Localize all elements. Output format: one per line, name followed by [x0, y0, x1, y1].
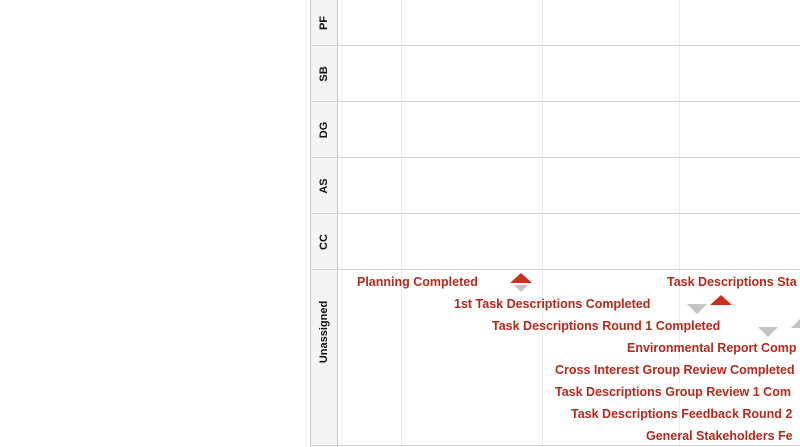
row-divider: [310, 213, 800, 214]
milestone-up-triangle-icon[interactable]: [709, 294, 733, 306]
milestone-label[interactable]: Task Descriptions Feedback Round 2: [571, 407, 793, 421]
timeline-chart: PF SB DG AS CC Unassigned Planning Compl…: [310, 0, 800, 447]
milestone-label[interactable]: Task Descriptions Group Review 1 Com: [555, 385, 791, 399]
milestone-label[interactable]: Cross Interest Group Review Completed: [555, 363, 795, 377]
row-divider: [310, 157, 800, 158]
row-divider: [310, 101, 800, 102]
milestone-label[interactable]: 1st Task Descriptions Completed: [454, 297, 651, 311]
row-header-as: AS: [310, 158, 338, 213]
row-label-cc: CC: [318, 233, 330, 250]
milestone-up-triangle-icon[interactable]: [790, 317, 800, 329]
milestone-down-triangle-icon[interactable]: [686, 303, 708, 315]
milestone-label[interactable]: Environmental Report Comp: [627, 341, 797, 355]
column-gridline: [401, 0, 402, 447]
milestone-label[interactable]: Planning Completed: [357, 275, 478, 289]
column-gridline: [679, 0, 680, 447]
milestone-label[interactable]: Task Descriptions Sta: [667, 275, 797, 289]
milestone-diamond-icon[interactable]: [509, 272, 533, 294]
row-label-dg: DG: [318, 121, 330, 138]
milestone-label[interactable]: Task Descriptions Round 1 Completed: [492, 319, 721, 333]
row-header-unassigned: Unassigned: [310, 270, 338, 447]
row-label-as: AS: [318, 177, 330, 194]
row-header-sb: SB: [310, 46, 338, 101]
milestone-down-triangle-icon[interactable]: [757, 326, 779, 338]
row-divider: [310, 269, 800, 270]
row-label-unassigned: Unassigned: [318, 300, 330, 364]
row-header-dg: DG: [310, 102, 338, 157]
row-header-cc: CC: [310, 214, 338, 269]
column-gridline: [542, 0, 543, 447]
row-label-pf: PF: [318, 15, 330, 30]
row-header-pf: PF: [310, 0, 338, 45]
row-label-sb: SB: [318, 65, 330, 82]
row-divider: [310, 45, 800, 46]
milestone-label[interactable]: General Stakeholders Fe: [646, 429, 793, 443]
row-divider: [310, 445, 800, 446]
